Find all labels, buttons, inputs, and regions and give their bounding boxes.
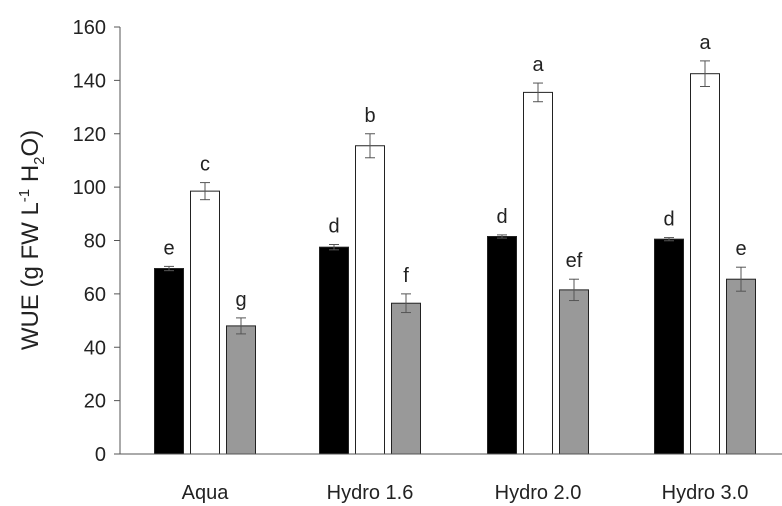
y-axis-label: WUE (g FW L-1 H2O) [16, 130, 48, 350]
significance-letter: d [496, 206, 507, 228]
x-category-label: Hydro 3.0 [662, 482, 749, 504]
x-category-label: Hydro 1.6 [327, 482, 414, 504]
x-axis-labels: Aqua Hydro 1.6 Hydro 2.0 Hydro 3.0 [182, 482, 749, 504]
y-axis-ticks: 0 20 40 60 80 100 120 140 160 [73, 17, 120, 466]
significance-letter: c [200, 154, 210, 176]
significance-letter: g [235, 289, 246, 311]
y-axis-title-text: H [17, 165, 44, 189]
significance-letter: e [163, 237, 174, 259]
bar [319, 246, 349, 455]
bar [190, 190, 220, 455]
y-axis-title-superscript: -1 [16, 189, 33, 202]
bars [154, 73, 756, 455]
y-tick-label: 100 [73, 177, 106, 199]
significance-letter: ef [566, 250, 583, 272]
bar [726, 278, 756, 455]
y-tick-label: 120 [73, 124, 106, 146]
y-axis-title-text: WUE (g FW L [17, 202, 44, 350]
axes [119, 27, 782, 455]
y-tick-label: 140 [73, 70, 106, 92]
significance-letter: b [364, 105, 375, 127]
bar [654, 238, 684, 455]
significance-letter: f [403, 265, 409, 287]
bar [355, 145, 385, 455]
y-tick-label: 80 [84, 231, 106, 253]
bar [690, 73, 720, 455]
significance-letter: d [663, 209, 674, 231]
bar [226, 325, 256, 455]
x-category-label: Hydro 2.0 [495, 482, 582, 504]
error-bars [164, 60, 746, 335]
x-category-label: Aqua [182, 482, 230, 504]
significance-letter: d [328, 216, 339, 238]
y-tick-label: 40 [84, 337, 106, 359]
significance-letter: a [532, 54, 544, 76]
bar [391, 302, 421, 455]
significance-letters: e d d d c b a a g f ef e [163, 32, 746, 311]
y-tick-label: 20 [84, 391, 106, 413]
y-axis-title: WUE (g FW L-1 H2O) [16, 130, 48, 350]
bar [487, 235, 517, 455]
significance-letter: a [699, 32, 711, 54]
y-tick-label: 60 [84, 284, 106, 306]
bar [154, 268, 184, 455]
y-axis-title-text: O) [17, 130, 44, 157]
bar [559, 289, 589, 455]
y-tick-label: 0 [95, 444, 106, 466]
y-tick-label: 160 [73, 17, 106, 39]
significance-letter: e [735, 238, 746, 260]
bar [523, 91, 553, 455]
y-axis-title-subscript: 2 [31, 156, 48, 164]
